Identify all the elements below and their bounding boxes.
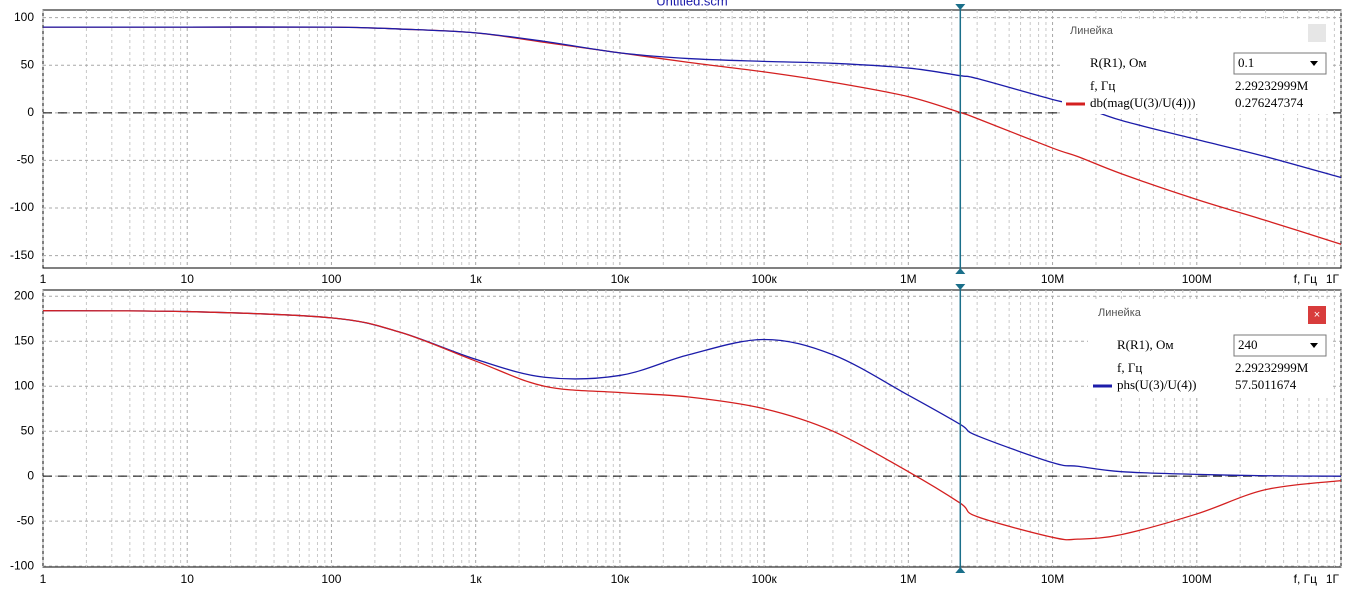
cursor-marker (955, 268, 966, 274)
y-tick-label: -100 (10, 558, 34, 572)
x-tick-label: 1M (900, 272, 917, 286)
x-label: f, Гц (1117, 360, 1142, 375)
y-value: 0.276247374 (1235, 95, 1304, 110)
param-label: R(R1), Ом (1117, 337, 1174, 352)
dropdown-arrow (1310, 61, 1318, 66)
x-tick-label: 100M (1182, 272, 1212, 286)
y-tick-label: 150 (14, 333, 34, 347)
x-axis-label: f, Гц (1294, 272, 1318, 286)
x-tick-label: 1к (470, 572, 483, 586)
y-tick-label: -50 (17, 153, 35, 167)
param-label: R(R1), Ом (1090, 55, 1147, 70)
close-button[interactable] (1308, 306, 1326, 324)
x-tick-label: 1M (900, 572, 917, 586)
x-axis-label: f, Гц (1294, 572, 1318, 586)
close-icon: × (1314, 309, 1320, 321)
param-dropdown[interactable] (1233, 334, 1327, 357)
curve (43, 26, 1342, 179)
y-tick-label: 200 (14, 288, 34, 302)
x-tick-label: 10M (1041, 272, 1064, 286)
cursor-marker (955, 284, 966, 290)
x-tick-label: 100к (751, 572, 777, 586)
x-tick-label: 10M (1041, 572, 1064, 586)
x-tick-label: 10к (611, 272, 630, 286)
cursor-marker (955, 4, 966, 10)
curve (42, 310, 1342, 541)
y-tick-label: -150 (10, 248, 34, 262)
close-button[interactable] (1308, 24, 1326, 42)
y-tick-label: 100 (14, 378, 34, 392)
y-value: 57.5011674 (1235, 377, 1297, 392)
cursor-marker (955, 567, 966, 573)
dropdown-arrow (1310, 343, 1318, 348)
x-tick-label: 10 (181, 572, 195, 586)
y-tick-label: 50 (21, 57, 35, 71)
x-tick-label: 100к (751, 272, 777, 286)
chart-title: Untitled.scm (656, 0, 728, 8)
x-tick-label: 1к (470, 272, 483, 286)
legend-label: db(mag(U(3)/U(4))) (1090, 95, 1195, 110)
x-value: 2.29232999M (1235, 78, 1309, 93)
y-tick-label: -50 (17, 513, 35, 527)
param-value: 0.1 (1238, 55, 1254, 70)
legend-label: phs(U(3)/U(4)) (1117, 377, 1196, 392)
y-tick-label: 100 (14, 10, 34, 24)
x-tick-label: 1Г (1326, 272, 1340, 286)
y-tick-label: 0 (27, 468, 34, 482)
x-tick-label: 100 (321, 572, 341, 586)
x-tick-label: 100M (1182, 572, 1212, 586)
panel-title: Линейка (1098, 307, 1142, 319)
x-tick-label: 1 (40, 572, 47, 586)
x-label: f, Гц (1090, 78, 1115, 93)
y-tick-label: 50 (21, 423, 35, 437)
x-tick-label: 10 (181, 272, 195, 286)
y-tick-label: -100 (10, 200, 34, 214)
param-value: 240 (1238, 337, 1258, 352)
x-tick-label: 1 (40, 272, 47, 286)
x-value: 2.29232999M (1235, 360, 1309, 375)
x-tick-label: 1Г (1326, 572, 1340, 586)
panel-title: Линейка (1070, 25, 1114, 37)
param-dropdown[interactable] (1233, 52, 1327, 75)
x-tick-label: 100 (321, 272, 341, 286)
x-tick-label: 10к (611, 572, 630, 586)
y-tick-label: 0 (27, 105, 34, 119)
